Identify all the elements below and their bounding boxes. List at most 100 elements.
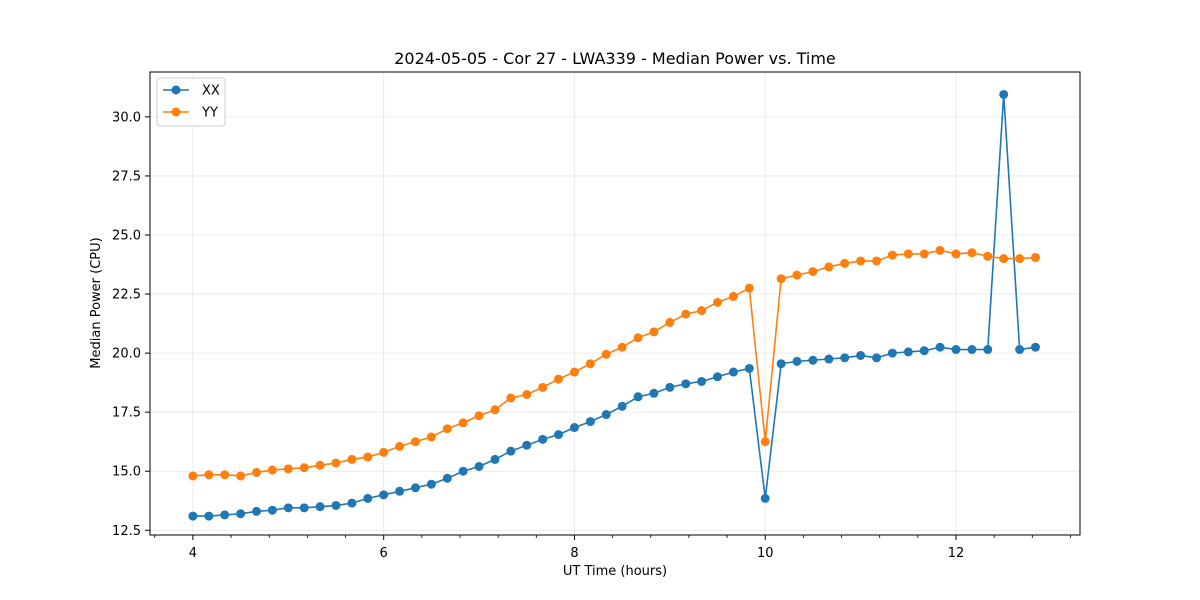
data-point-xx xyxy=(395,486,405,496)
data-point-yy xyxy=(331,458,341,468)
data-point-yy xyxy=(299,463,309,473)
y-tick-label: 27.5 xyxy=(112,169,141,184)
data-point-yy xyxy=(633,333,643,343)
data-point-xx xyxy=(315,502,325,512)
data-point-xx xyxy=(379,490,389,500)
data-point-xx xyxy=(204,511,214,521)
data-point-xx xyxy=(713,372,723,382)
data-point-xx xyxy=(840,353,850,363)
data-point-xx xyxy=(331,500,341,510)
data-point-yy xyxy=(220,470,230,480)
data-point-xx xyxy=(585,417,595,427)
data-point-yy xyxy=(395,441,405,451)
data-point-xx xyxy=(776,359,786,369)
data-point-yy xyxy=(585,359,595,369)
data-point-yy xyxy=(872,256,882,266)
data-point-yy xyxy=(617,342,627,352)
y-axis-label: Median Power (CPU) xyxy=(89,237,104,368)
legend: XX YY xyxy=(156,77,226,127)
data-point-yy xyxy=(744,283,754,293)
data-point-xx xyxy=(999,89,1009,99)
data-point-xx xyxy=(919,346,929,356)
data-point-yy xyxy=(665,317,675,327)
data-point-yy xyxy=(776,274,786,284)
y-tick-label: 25.0 xyxy=(112,228,141,243)
data-point-xx xyxy=(697,376,707,386)
data-point-xx xyxy=(236,509,246,519)
series-layer xyxy=(188,89,1040,521)
data-point-xx xyxy=(347,498,357,508)
data-point-xx xyxy=(490,454,500,464)
x-tick-label: 12 xyxy=(948,546,965,561)
plot-frame xyxy=(149,71,1081,536)
data-point-yy xyxy=(903,249,913,259)
data-point-xx xyxy=(220,510,230,520)
data-point-yy xyxy=(379,447,389,457)
data-point-xx xyxy=(903,347,913,357)
data-point-xx xyxy=(633,392,643,402)
data-point-xx xyxy=(681,379,691,389)
axis-ticks: 4 6 8 10 12 12.5 15.0 17.5 20.0 22.5 25.0 27.5 30.0 xyxy=(112,110,1071,561)
data-point-yy xyxy=(490,405,500,415)
x-tick-label: 8 xyxy=(570,546,578,561)
data-point-xx xyxy=(1030,342,1040,352)
data-point-yy xyxy=(967,248,977,258)
x-axis-label: UT Time (hours) xyxy=(563,564,667,579)
legend-marker-xx xyxy=(171,85,181,95)
y-tick-label: 17.5 xyxy=(112,406,141,421)
x-tick-label: 6 xyxy=(380,546,388,561)
data-point-yy xyxy=(204,470,214,480)
data-point-xx xyxy=(856,350,866,360)
data-point-xx xyxy=(649,388,659,398)
data-point-yy xyxy=(1015,254,1025,264)
data-point-yy xyxy=(856,256,866,266)
data-point-xx xyxy=(267,505,277,515)
y-tick-label: 20.0 xyxy=(112,347,141,362)
data-point-xx xyxy=(299,503,309,513)
data-point-xx xyxy=(760,493,770,503)
data-point-yy xyxy=(363,452,373,462)
y-tick-label: 12.5 xyxy=(112,524,141,539)
data-point-yy xyxy=(824,262,834,272)
data-point-yy xyxy=(569,367,579,377)
data-point-xx xyxy=(569,423,579,433)
legend-marker-yy xyxy=(171,107,181,117)
data-point-yy xyxy=(713,297,723,307)
data-point-yy xyxy=(236,471,246,481)
x-tick-label: 4 xyxy=(189,546,197,561)
data-point-xx xyxy=(887,348,897,358)
data-point-yy xyxy=(283,464,293,474)
data-point-yy xyxy=(601,349,611,359)
data-point-xx xyxy=(935,342,945,352)
data-point-yy xyxy=(1030,252,1040,262)
data-point-yy xyxy=(347,454,357,464)
x-tick-label: 10 xyxy=(757,546,774,561)
data-point-yy xyxy=(935,245,945,255)
data-point-xx xyxy=(538,434,548,444)
data-point-xx xyxy=(426,479,436,489)
data-point-yy xyxy=(697,306,707,316)
data-point-yy xyxy=(983,251,993,261)
data-point-xx xyxy=(554,430,564,440)
data-point-xx xyxy=(363,493,373,503)
y-tick-label: 22.5 xyxy=(112,288,141,303)
y-tick-label: 15.0 xyxy=(112,465,141,480)
chart-title: 2024-05-05 - Cor 27 - LWA339 - Median Po… xyxy=(394,49,836,68)
grid xyxy=(150,72,1080,535)
data-point-yy xyxy=(887,250,897,260)
data-point-yy xyxy=(808,267,818,277)
data-point-yy xyxy=(188,471,198,481)
data-point-xx xyxy=(522,440,532,450)
data-point-xx xyxy=(792,356,802,366)
data-point-xx xyxy=(506,446,516,456)
data-point-yy xyxy=(919,249,929,259)
legend-label-xx: XX xyxy=(202,84,220,99)
data-point-xx xyxy=(824,354,834,364)
data-point-yy xyxy=(728,291,738,301)
data-point-xx xyxy=(983,345,993,355)
data-point-xx xyxy=(252,506,262,516)
data-point-yy xyxy=(315,460,325,470)
data-point-xx xyxy=(442,473,452,483)
data-point-yy xyxy=(681,309,691,319)
